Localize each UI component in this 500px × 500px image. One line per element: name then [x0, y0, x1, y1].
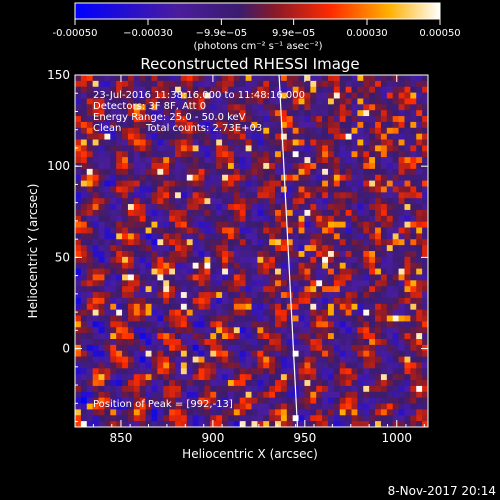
x-tick-label: 850 — [110, 431, 133, 445]
colorbar-tick-label: −0.00030 — [123, 28, 173, 39]
heatmap-image — [75, 75, 428, 427]
colorbar-gradient — [74, 2, 441, 20]
annotation-peak-position: Position of Peak = [992,-13] — [93, 399, 233, 410]
plot-frame — [74, 74, 429, 428]
colorbar: -0.00050 −0.00030 −9.9e−05 9.9e−05 0.00030 0.… — [53, 2, 461, 52]
x-tick-label: 900 — [201, 431, 224, 445]
solar-limb-line — [278, 75, 299, 427]
colorbar-ticks: -0.00050 −0.00030 −9.9e−05 9.9e−05 0.00030 0.… — [53, 19, 461, 39]
annotation-total-counts: Total counts: 2.73E+03 — [145, 123, 262, 134]
colorbar-tick-label: -0.00050 — [53, 28, 98, 39]
colorbar-tick-label: 0.00030 — [346, 28, 387, 39]
annotation-energy-range: Energy Range: 25.0 - 50.0 keV — [93, 112, 246, 123]
chart-title: Reconstructed RHESSI Image — [140, 55, 359, 73]
annotation-clean: Clean — [93, 123, 121, 134]
y-tick-label: 0 — [62, 342, 70, 356]
annotation-detectors: Detectors: 3F 8F, Att 0 — [93, 101, 206, 112]
annotation-time-range: 23-Jul-2016 11:38:16.000 to 11:48:16.000 — [93, 90, 305, 101]
footer-date: 8-Nov-2017 20:14 — [388, 484, 496, 498]
x-tick-label: 1000 — [381, 431, 412, 445]
x-axis-label: Heliocentric X (arcsec) — [182, 447, 318, 461]
colorbar-unit-label: (photons cm⁻² s⁻¹ asec⁻²) — [193, 41, 322, 52]
y-tick-label: 100 — [47, 159, 70, 173]
y-axis-label: Heliocentric Y (arcsec) — [26, 184, 40, 319]
y-tick-label: 50 — [55, 250, 70, 264]
colorbar-tick-label: 9.9e−05 — [272, 28, 315, 39]
annotation-block: 23-Jul-2016 11:38:16.000 to 11:48:16.000… — [93, 90, 305, 410]
x-tick-label: 950 — [293, 431, 316, 445]
colorbar-tick-label: 0.00050 — [419, 28, 460, 39]
axes: 850 900 950 1000 0 50 100 150 — [47, 68, 428, 445]
colorbar-tick-label: −9.9e−05 — [196, 28, 248, 39]
y-tick-label: 150 — [47, 68, 70, 82]
